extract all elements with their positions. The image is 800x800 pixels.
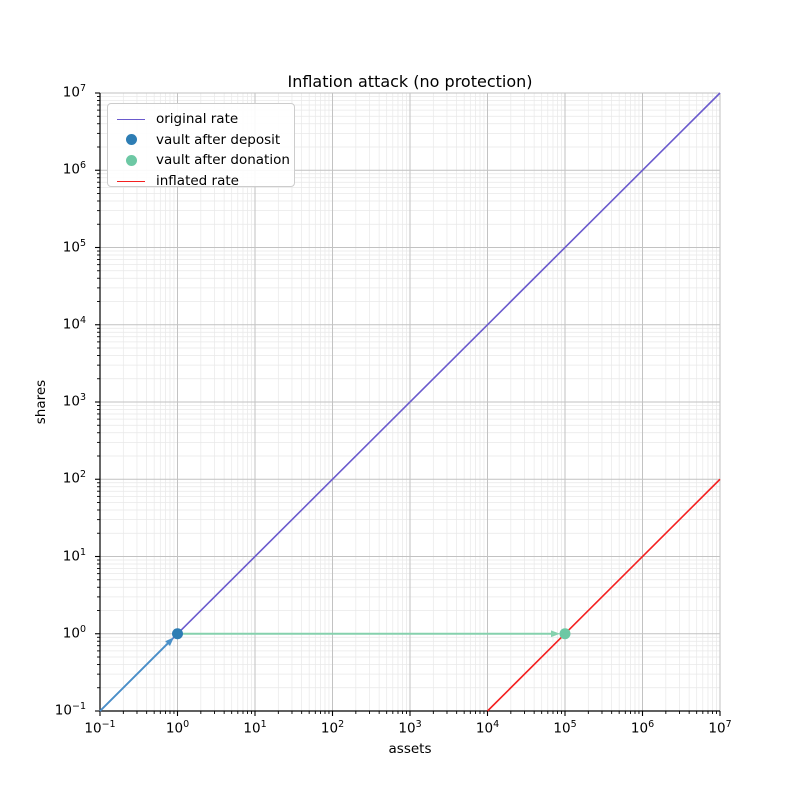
x-axis-label: assets: [388, 741, 432, 757]
legend-label: inflated rate: [156, 173, 239, 190]
legend-item: original rate: [116, 109, 294, 130]
donation-arrow-head: [551, 630, 560, 638]
y-tick-label: 100: [62, 623, 86, 642]
vault-after-deposit-point: [172, 628, 183, 640]
y-tick-label: 106: [62, 160, 86, 178]
legend-line-sample: [116, 118, 146, 120]
y-tick-label: 107: [62, 83, 86, 101]
x-tick-label: 103: [398, 719, 422, 737]
y-axis-label: shares: [33, 379, 49, 425]
y-tick-label: 101: [62, 546, 86, 565]
legend-line-swatch: [117, 180, 145, 182]
original-rate-line: [99, 92, 721, 712]
y-tick-label: 10−1: [54, 701, 86, 719]
legend-item: vault after deposit: [116, 130, 294, 151]
legend-label: vault after donation: [156, 152, 290, 169]
legend-dot-swatch: [125, 134, 137, 146]
legend-label: original rate: [156, 111, 239, 128]
y-tick-label: 104: [62, 314, 86, 333]
legend-item: vault after donation: [116, 150, 294, 171]
legend-dot-sample: [116, 154, 146, 166]
vault-after-donation-point: [559, 628, 571, 640]
x-tick-label: 10−1: [84, 719, 116, 737]
x-tick-label: 102: [320, 719, 345, 737]
legend-label: vault after deposit: [156, 131, 281, 148]
x-tick-label: 105: [553, 719, 577, 737]
inflated-rate-line: [486, 478, 721, 712]
legend-dot-sample: [116, 134, 146, 146]
legend-line-swatch: [117, 118, 145, 120]
deposit-arrow-shaft: [99, 639, 172, 712]
x-tick-label: 107: [708, 719, 732, 737]
legend-dot-swatch: [125, 154, 137, 166]
legend-line-sample: [116, 180, 146, 182]
y-tick-label: 102: [62, 469, 86, 487]
x-tick-label: 101: [243, 719, 267, 737]
y-tick-label: 103: [62, 392, 86, 410]
chart-title: Inflation attack (no protection): [287, 72, 533, 91]
deposit-arrow-head: [165, 637, 174, 647]
legend-item: inflated rate: [116, 171, 294, 192]
legend: original rate vault after deposit vault …: [107, 103, 295, 189]
y-tick-label: 105: [62, 237, 86, 256]
x-tick-label: 100: [165, 719, 190, 737]
x-tick-label: 106: [630, 719, 655, 737]
x-tick-label: 104: [475, 719, 500, 737]
